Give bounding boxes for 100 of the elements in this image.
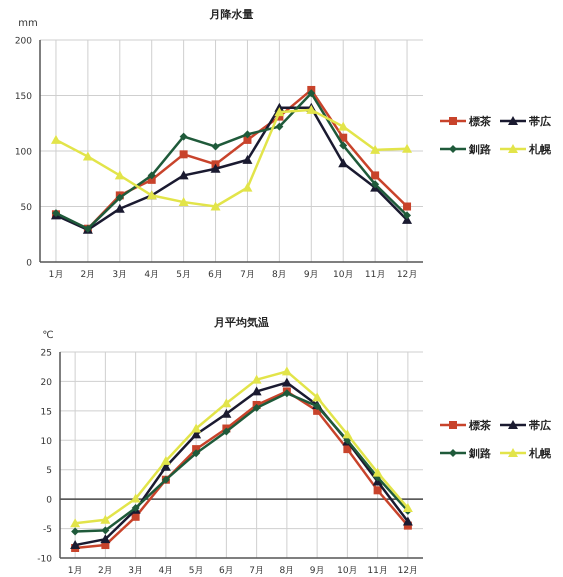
- x-tick-label: 12月: [398, 566, 418, 576]
- y-axis-title: mm: [18, 18, 38, 29]
- y-tick-label: 25: [40, 348, 52, 358]
- point: [403, 202, 412, 210]
- point: [403, 211, 412, 220]
- x-tick-label: 7月: [249, 566, 264, 576]
- point: [222, 427, 230, 436]
- legend-item: 帯広: [500, 115, 551, 128]
- point: [101, 526, 110, 534]
- point: [70, 518, 80, 528]
- legend-item: 釧路: [440, 447, 491, 460]
- point: [180, 132, 188, 141]
- point: [160, 456, 171, 465]
- y-tick-label: 150: [14, 92, 32, 102]
- point: [338, 122, 348, 131]
- legend-label: 帯広: [529, 115, 551, 128]
- x-tick-label: 4月: [158, 566, 174, 576]
- point: [252, 404, 261, 412]
- point: [212, 142, 220, 151]
- point: [252, 374, 262, 384]
- point: [70, 540, 80, 550]
- point: [178, 170, 189, 180]
- x-tick-label: 3月: [128, 566, 143, 576]
- point: [221, 408, 232, 418]
- y-tick-label: 0: [46, 496, 52, 506]
- legend-label: 標茶: [468, 419, 491, 432]
- legend-item: 標茶: [440, 419, 491, 432]
- y-tick-label: 10: [40, 436, 52, 447]
- point: [370, 144, 380, 154]
- x-tick-label: 9月: [304, 270, 319, 280]
- x-tick-label: 12月: [396, 270, 418, 280]
- legend-item: 釧路: [440, 143, 491, 156]
- x-tick-label: 6月: [219, 566, 234, 576]
- x-tick-label: 4月: [144, 270, 160, 280]
- y-tick-label: 20: [40, 378, 52, 388]
- x-tick-label: 8月: [280, 566, 294, 576]
- x-tick-label: 9月: [310, 566, 324, 576]
- legend-item: 札幌: [500, 143, 551, 156]
- y-axis-title: ℃: [42, 330, 54, 341]
- y-tick-label: -10: [37, 554, 52, 564]
- point: [192, 449, 200, 458]
- y-tick-label: 0: [26, 258, 32, 268]
- point: [71, 528, 80, 536]
- point: [282, 378, 292, 387]
- x-tick-label: 2月: [80, 270, 96, 280]
- y-tick-label: 50: [20, 203, 32, 213]
- point: [282, 366, 292, 376]
- chart-title: 月降水量: [208, 8, 254, 21]
- point: [342, 429, 352, 438]
- point: [402, 144, 412, 153]
- legend-label: 釧路: [468, 143, 491, 156]
- y-tick-label: 200: [14, 36, 32, 46]
- point: [274, 107, 284, 116]
- point: [371, 171, 380, 180]
- point: [275, 122, 284, 131]
- point: [338, 158, 348, 168]
- y-tick-label: -5: [43, 525, 52, 536]
- point: [312, 392, 322, 402]
- x-tick-label: 10月: [337, 566, 358, 576]
- x-tick-label: 2月: [98, 566, 113, 576]
- point: [372, 468, 383, 477]
- point: [191, 424, 202, 433]
- x-tick-label: 8月: [272, 270, 287, 280]
- point: [371, 180, 380, 188]
- x-tick-label: 6月: [208, 270, 223, 280]
- legend-item: 標茶: [440, 115, 491, 128]
- legend-label: 帯広: [529, 419, 551, 432]
- legend-label: 札幌: [528, 143, 552, 156]
- point: [210, 202, 221, 210]
- point: [114, 204, 125, 213]
- point: [374, 486, 382, 494]
- point: [180, 150, 188, 158]
- legend-item: 帯広: [500, 419, 551, 432]
- point: [82, 152, 93, 161]
- x-tick-label: 11月: [364, 270, 386, 280]
- y-tick-label: 15: [40, 407, 52, 418]
- point: [148, 171, 156, 180]
- point: [242, 182, 252, 192]
- point: [339, 141, 348, 150]
- x-tick-label: 1月: [48, 270, 64, 280]
- x-tick-label: 3月: [112, 270, 128, 280]
- point: [313, 402, 322, 410]
- point: [100, 534, 110, 544]
- x-tick-label: 10月: [332, 270, 354, 280]
- x-tick-label: 5月: [176, 270, 191, 280]
- point: [402, 516, 413, 526]
- point: [210, 164, 221, 173]
- point: [132, 512, 140, 521]
- y-tick-label: 5: [46, 466, 52, 476]
- y-tick-label: 100: [14, 148, 32, 158]
- point: [242, 154, 252, 164]
- point: [116, 194, 124, 202]
- point: [402, 502, 413, 512]
- point: [130, 494, 141, 503]
- point: [114, 170, 125, 180]
- x-tick-label: 1月: [68, 566, 82, 576]
- legend-item: 札幌: [500, 447, 551, 460]
- legend-label: 札幌: [528, 447, 552, 460]
- x-tick-label: 5月: [188, 566, 204, 576]
- x-tick-label: 11月: [367, 566, 388, 576]
